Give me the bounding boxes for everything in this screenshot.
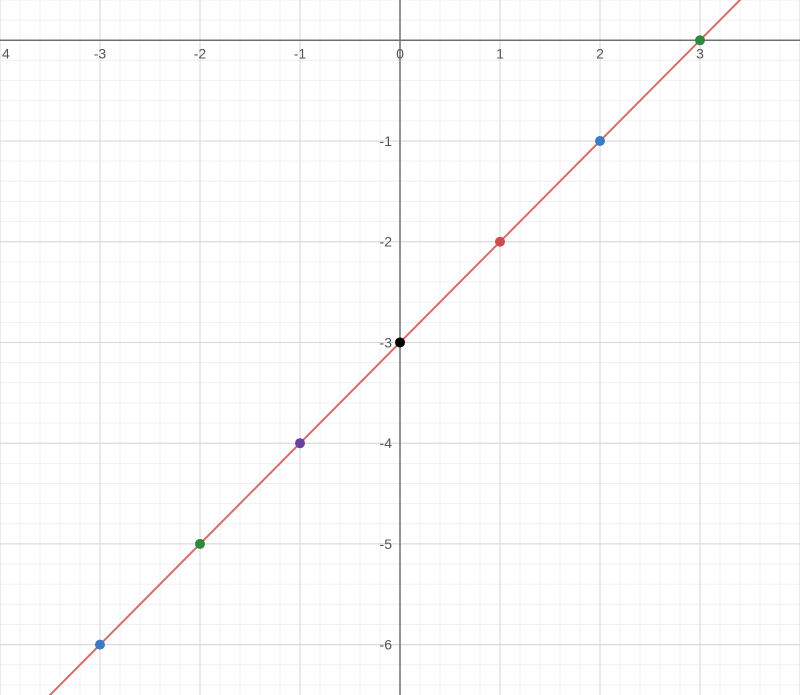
data-point — [295, 438, 305, 448]
data-point — [595, 136, 605, 146]
data-point — [195, 539, 205, 549]
y-tick-label: -6 — [380, 637, 393, 653]
data-point — [95, 640, 105, 650]
x-tick-label: 4 — [2, 45, 10, 61]
x-tick-label: 2 — [596, 45, 604, 61]
x-tick-label: -1 — [294, 45, 307, 61]
y-tick-label: -1 — [380, 133, 393, 149]
chart-svg: 4 -3 -2 -1 0 1 2 3 -1 -2 -3 -4 -5 -6 — [0, 0, 800, 695]
y-tick-label: -3 — [380, 334, 393, 350]
data-point — [495, 237, 505, 247]
x-tick-label: 3 — [696, 45, 704, 61]
x-tick-label: 0 — [396, 45, 404, 61]
data-point — [695, 35, 705, 45]
y-tick-label: -4 — [380, 435, 393, 451]
y-tick-label: -5 — [380, 536, 393, 552]
y-tick-label: -2 — [380, 234, 393, 250]
data-point — [395, 337, 405, 347]
x-tick-label: -2 — [194, 45, 207, 61]
x-tick-label: -3 — [94, 45, 107, 61]
line-chart: 4 -3 -2 -1 0 1 2 3 -1 -2 -3 -4 -5 -6 — [0, 0, 800, 695]
x-tick-label: 1 — [496, 45, 504, 61]
